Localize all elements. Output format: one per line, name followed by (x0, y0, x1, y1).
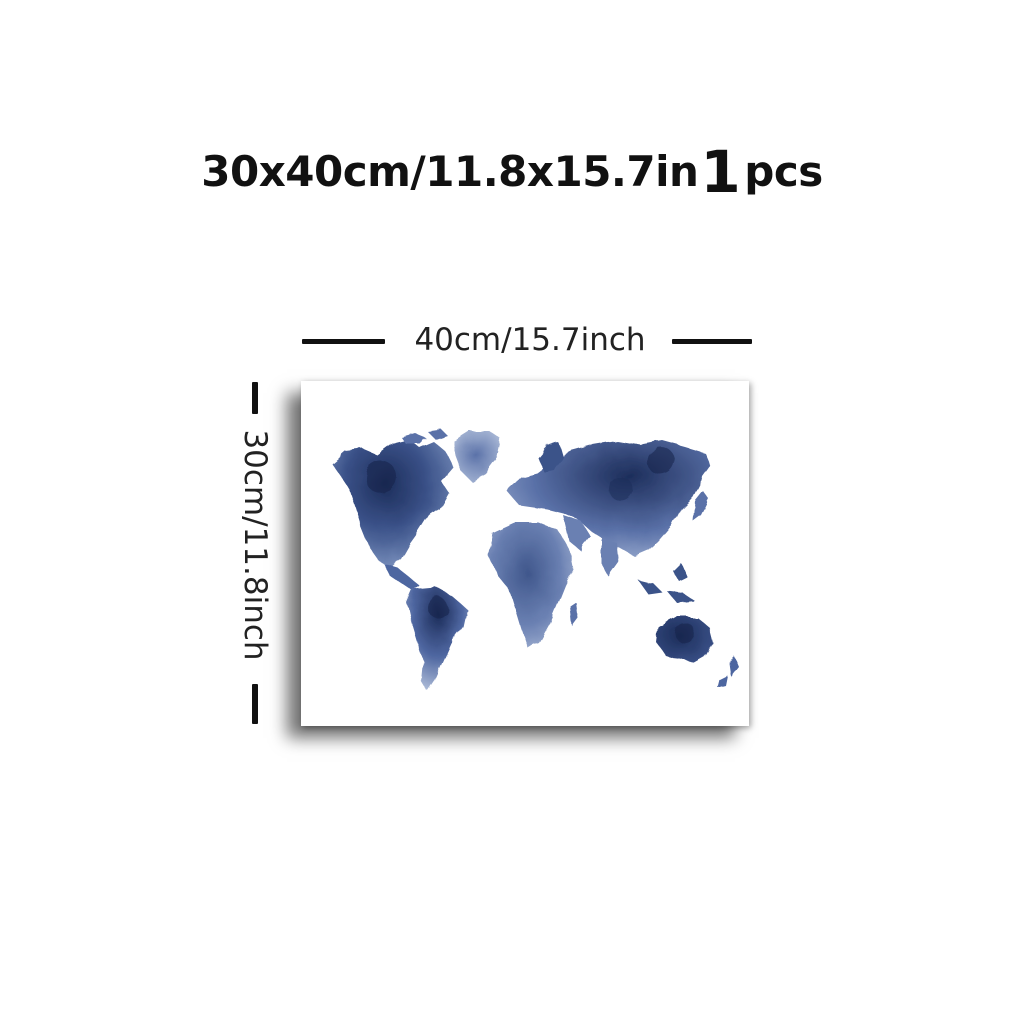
central-america-shape (383, 563, 419, 591)
north-america-shape (331, 439, 453, 567)
world-map-artwork (331, 429, 739, 691)
africa-shape (489, 523, 573, 647)
arctic-islands-shape (401, 429, 447, 443)
japan-shape (693, 491, 709, 521)
madagascar-shape (571, 603, 579, 627)
new-zealand-shape (717, 657, 739, 687)
product-size-title: 30x40cm/11.8x15.7in1pcs (0, 138, 1024, 206)
canvas-print (301, 381, 749, 726)
arabia-india-shape (563, 515, 619, 577)
width-dimension-line-right (672, 339, 752, 344)
greenland-shape (453, 431, 501, 481)
height-dimension-line-top (252, 382, 258, 414)
height-dimension-line-bottom (252, 684, 258, 724)
scandinavia-shape (537, 443, 563, 473)
south-america-shape (407, 587, 467, 691)
size-text: 30x40cm/11.8x15.7in (201, 147, 699, 196)
width-dimension-line-left (302, 339, 385, 344)
southeast-asia-islands-shape (637, 563, 695, 603)
quantity-number: 1 (700, 138, 741, 206)
quantity-unit: pcs (744, 147, 823, 196)
height-dimension-label: 30cm/11.8inch (237, 429, 273, 661)
width-dimension-label: 40cm/15.7inch (414, 322, 646, 358)
